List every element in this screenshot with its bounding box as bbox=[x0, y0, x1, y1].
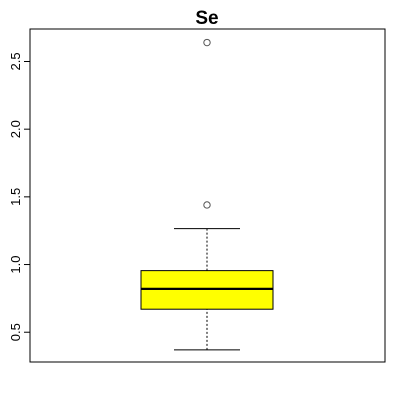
y-tick-label-3: 2.0 bbox=[8, 120, 23, 138]
y-axis: 0.5 1.0 1.5 2.0 2.5 bbox=[8, 52, 31, 341]
y-tick-label-2: 1.5 bbox=[8, 188, 23, 206]
y-tick-label-1: 1.0 bbox=[8, 255, 23, 273]
y-tick-label-0: 0.5 bbox=[8, 323, 23, 341]
outlier-point-1 bbox=[203, 38, 211, 47]
outlier-point-0 bbox=[203, 201, 211, 209]
chart-title: Se bbox=[195, 8, 218, 29]
y-tick-label-4: 2.5 bbox=[8, 52, 23, 70]
box-group bbox=[140, 38, 274, 351]
